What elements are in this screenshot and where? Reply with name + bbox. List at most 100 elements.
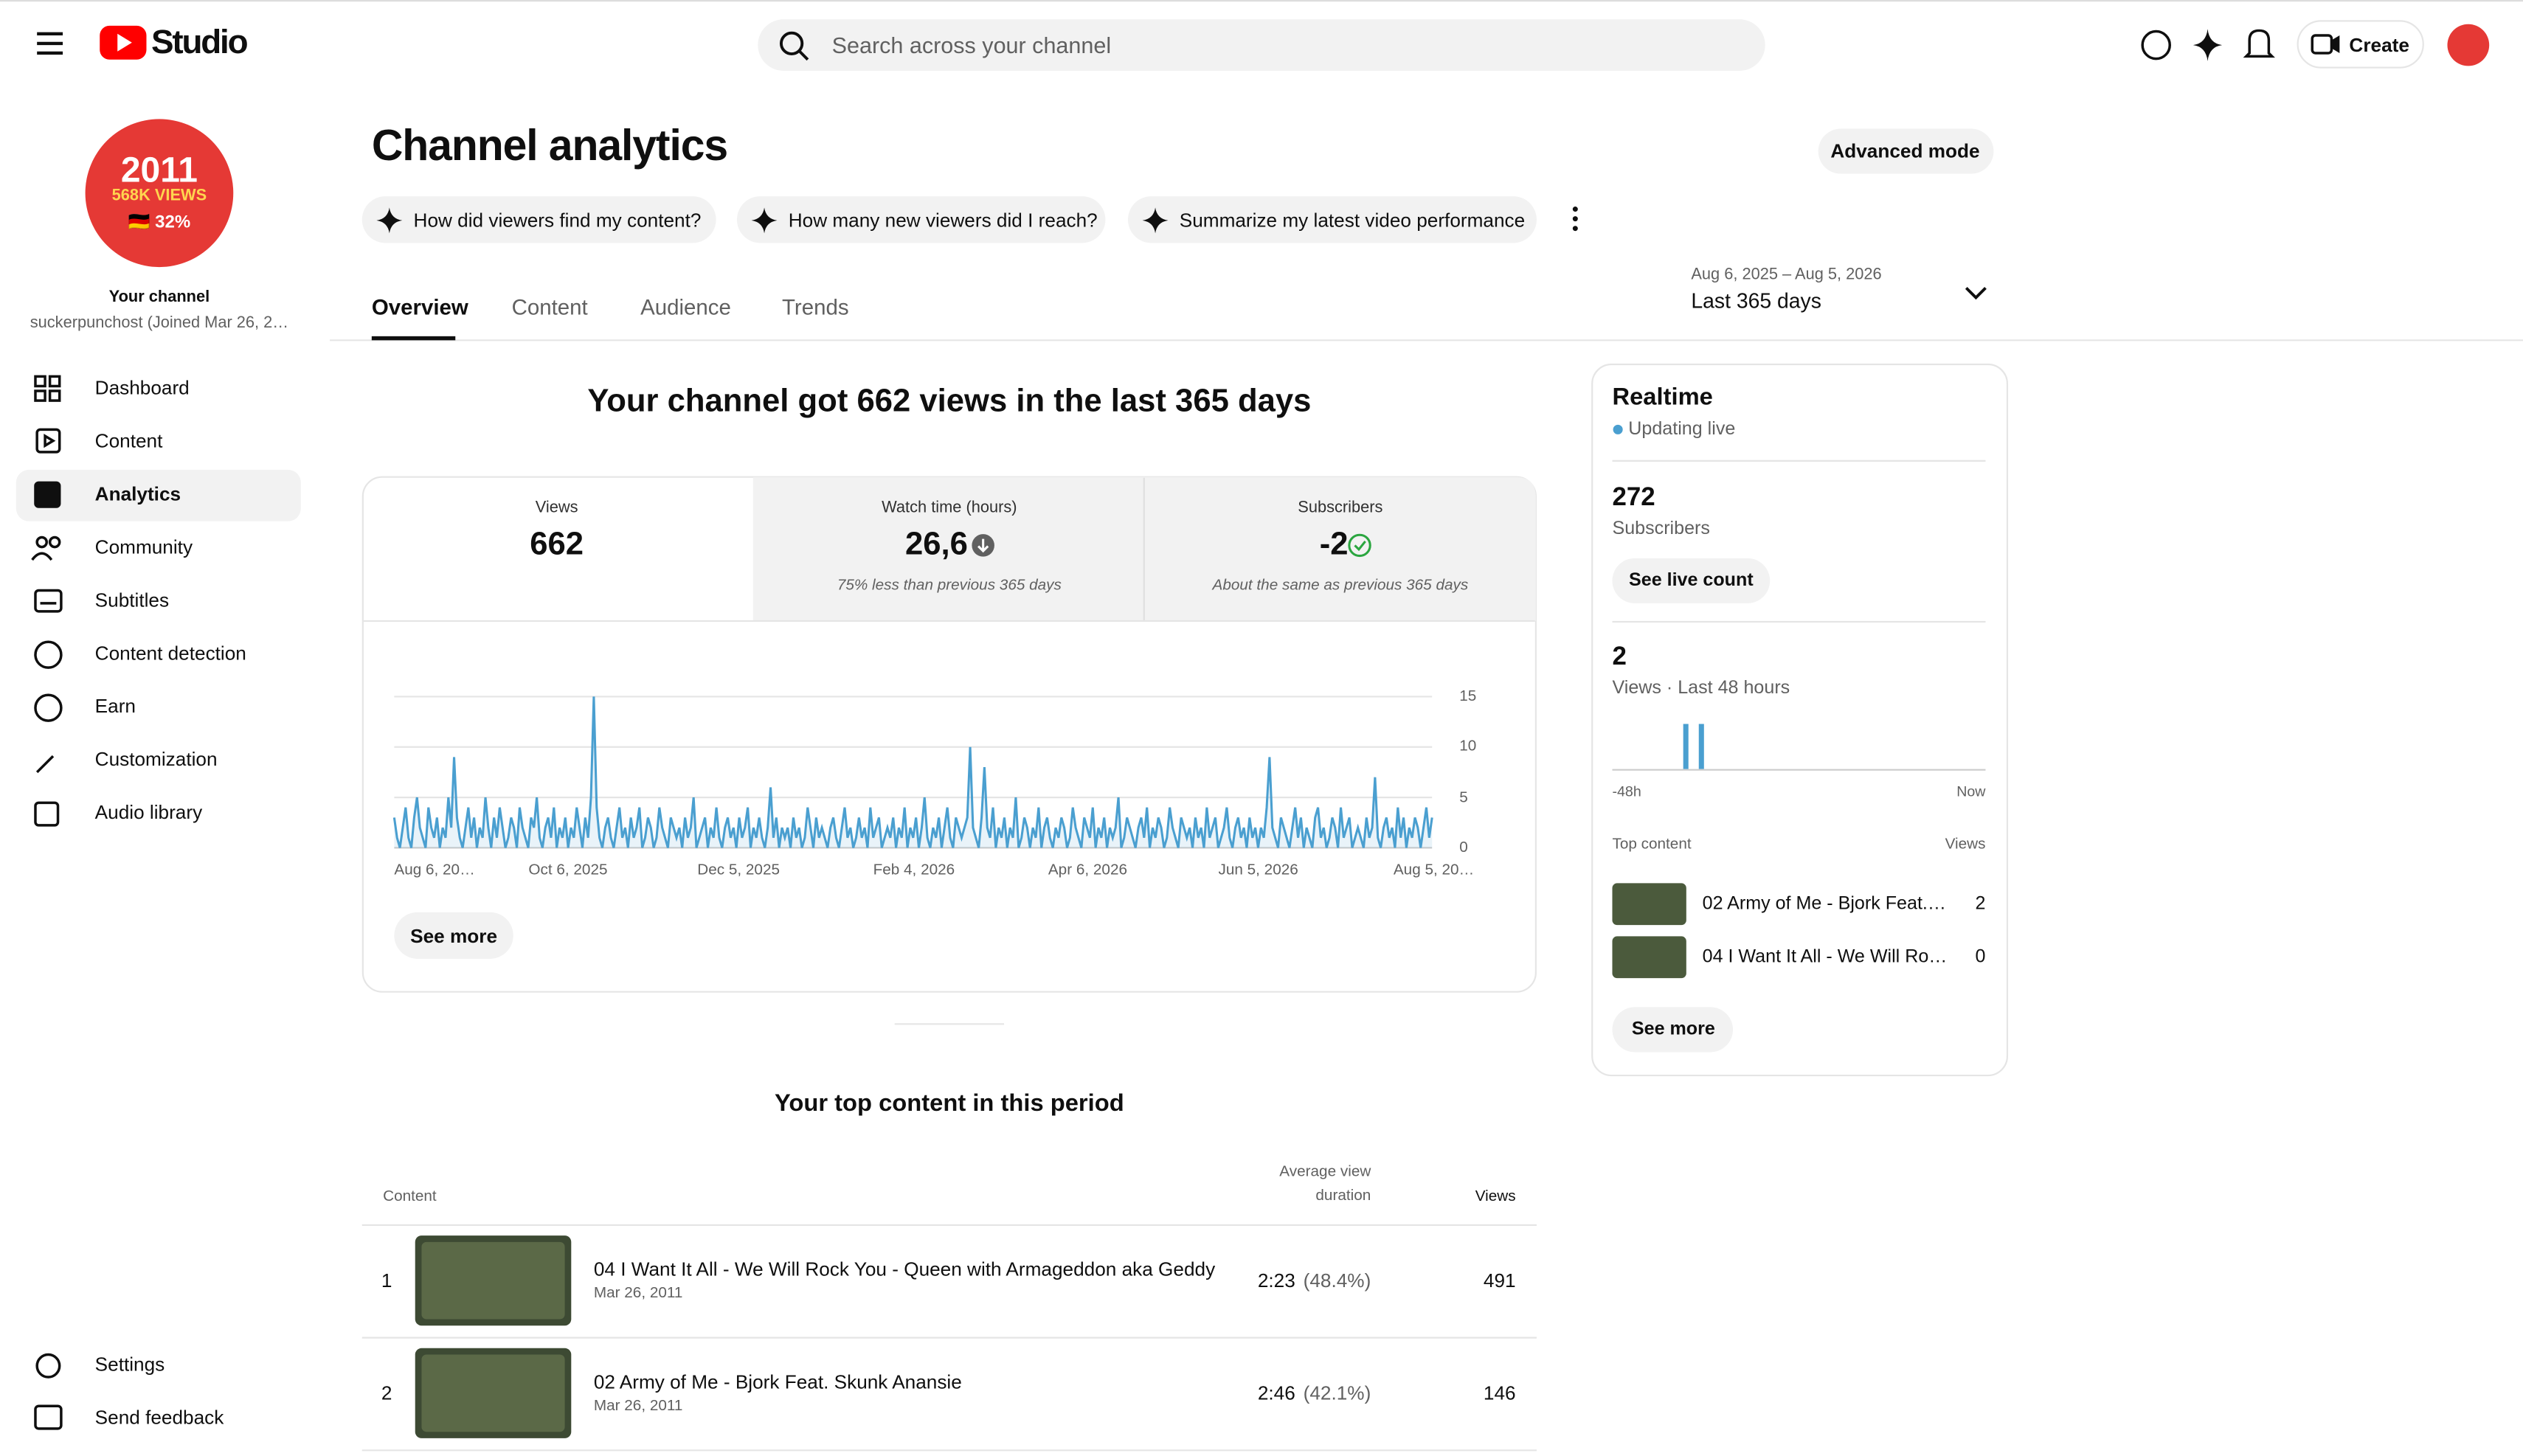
tab[interactable]: Overview bbox=[371, 295, 468, 319]
realtime-title: Realtime bbox=[1612, 384, 1713, 412]
y-tick-label: 0 bbox=[1459, 839, 1468, 857]
metric-label[interactable]: Watch time (hours) bbox=[882, 499, 1017, 518]
nav-item[interactable]: Community bbox=[94, 535, 193, 558]
bar bbox=[1698, 724, 1704, 769]
account-avatar[interactable] bbox=[2447, 24, 2490, 66]
realtime-see-more-button[interactable] bbox=[1612, 1007, 1734, 1053]
live-count-label[interactable]: See live count bbox=[1629, 571, 1754, 591]
bar bbox=[1683, 724, 1689, 769]
tab[interactable]: Trends bbox=[782, 295, 849, 319]
nav-item[interactable]: Audio library bbox=[94, 801, 203, 824]
thumbnail-art bbox=[421, 1241, 565, 1320]
advanced-mode-label[interactable]: Advanced mode bbox=[1830, 139, 1980, 163]
nav-item[interactable]: Subtitles bbox=[94, 589, 170, 611]
column-header: Average view duration bbox=[1279, 1162, 1371, 1205]
avatar-text: 2011 bbox=[120, 149, 198, 190]
item-title[interactable]: 04 I Want It All - We Will Ro… bbox=[1702, 947, 1948, 967]
item-title[interactable]: 02 Army of Me - Bjork Feat.… bbox=[1702, 894, 1946, 914]
nav-item[interactable]: Dashboard bbox=[94, 376, 190, 399]
x-tick-label: Dec 5, 2025 bbox=[697, 861, 781, 879]
date-range[interactable]: Aug 6, 2025 – Aug 5, 2026 bbox=[1691, 266, 1882, 284]
realtime-status: Updating live bbox=[1628, 420, 1736, 440]
y-tick-label: 5 bbox=[1459, 788, 1468, 807]
tab-underline bbox=[371, 336, 456, 341]
spark-icon[interactable] bbox=[2193, 29, 2223, 61]
metric-value[interactable]: -2 bbox=[1319, 527, 1349, 563]
help-icon[interactable] bbox=[2141, 30, 2171, 60]
subscriber-label: Subscribers bbox=[1612, 519, 1710, 539]
search-icon bbox=[779, 31, 804, 56]
column-header: Content bbox=[383, 1188, 437, 1206]
top-border bbox=[0, 0, 2523, 2]
suggestion-chip[interactable] bbox=[1127, 196, 1537, 243]
duration-percent: (42.1%) bbox=[1303, 1382, 1371, 1405]
video-title[interactable]: 02 Army of Me - Bjork Feat. Skunk Anansi… bbox=[593, 1370, 962, 1393]
nav-item[interactable]: Content bbox=[94, 429, 163, 452]
see-more-label[interactable]: See more bbox=[410, 925, 498, 948]
top-content-label: Top content bbox=[1612, 836, 1692, 854]
suggestion-chip[interactable] bbox=[361, 196, 716, 243]
nav-item[interactable]: Content detection bbox=[94, 642, 246, 665]
date-range-label[interactable]: Last 365 days bbox=[1691, 288, 1821, 313]
thumbnail-art bbox=[421, 1354, 565, 1432]
duration-percent: (48.4%) bbox=[1303, 1269, 1371, 1292]
search-placeholder[interactable]: Search across your channel bbox=[831, 32, 1112, 58]
advanced-mode-button[interactable] bbox=[1818, 128, 1994, 174]
x-tick-label: Jun 5, 2026 bbox=[1218, 861, 1298, 879]
x-tick-label: Aug 5, 20… bbox=[1393, 861, 1475, 879]
video-date: Mar 26, 2011 bbox=[593, 1397, 683, 1415]
nav-item[interactable]: Customization bbox=[94, 748, 218, 771]
channel-avatar[interactable] bbox=[85, 119, 234, 268]
nav-item[interactable]: Settings bbox=[94, 1353, 165, 1376]
live-count-button[interactable] bbox=[1612, 558, 1771, 603]
video-title[interactable]: 04 I Want It All - We Will Rock You - Qu… bbox=[593, 1258, 1216, 1281]
x-tick-label: Aug 6, 20… bbox=[394, 861, 475, 879]
date-chevron[interactable] bbox=[1965, 287, 1987, 300]
line bbox=[392, 696, 1433, 848]
menu-icon[interactable] bbox=[37, 32, 63, 55]
duration: 2:46 bbox=[1257, 1382, 1295, 1405]
x-tick-label: Now bbox=[1956, 783, 1986, 800]
see-more-label[interactable]: See more bbox=[1631, 1019, 1715, 1040]
subscriber-count: 272 bbox=[1612, 484, 1655, 512]
suggestion-label[interactable]: Summarize my latest video performance bbox=[1179, 209, 1526, 232]
y-tick-label: 15 bbox=[1459, 687, 1477, 706]
nav-item[interactable]: Analytics bbox=[94, 482, 181, 505]
tab[interactable]: Content bbox=[511, 295, 588, 319]
views: 491 bbox=[1483, 1269, 1516, 1292]
nav-item[interactable]: Earn bbox=[94, 695, 136, 718]
thumbnail[interactable] bbox=[1612, 936, 1686, 979]
metric-label[interactable]: Subscribers bbox=[1298, 499, 1383, 518]
page-title: Channel analytics bbox=[371, 121, 728, 170]
duration: 2:23 bbox=[1257, 1269, 1295, 1292]
suggestion-label[interactable]: How did viewers find my content? bbox=[413, 209, 702, 232]
nav-icons bbox=[31, 375, 63, 1430]
realtime-card bbox=[1591, 363, 2009, 1077]
logo-play bbox=[117, 33, 132, 52]
views: 146 bbox=[1483, 1382, 1516, 1405]
thumbnail[interactable] bbox=[1612, 883, 1686, 926]
metric-label[interactable]: Views bbox=[535, 499, 578, 518]
avatar-text: 568K VIEWS bbox=[111, 187, 207, 206]
nav-active-bg bbox=[15, 469, 301, 521]
search-box[interactable] bbox=[758, 19, 1765, 71]
suggestion-label[interactable]: How many new viewers did I reach? bbox=[788, 209, 1098, 232]
metric-value[interactable]: 662 bbox=[530, 527, 584, 563]
spark bbox=[376, 207, 403, 234]
brand: Studio bbox=[151, 24, 249, 61]
metric-value[interactable]: 26,6 bbox=[904, 527, 968, 563]
rank: 1 bbox=[381, 1269, 392, 1292]
views-label: Views · Last 48 hours bbox=[1612, 679, 1790, 698]
avatar-text: 🇩🇪 32% bbox=[128, 212, 191, 233]
spark bbox=[751, 207, 778, 234]
bell-icon[interactable] bbox=[2243, 29, 2275, 58]
nav-item[interactable]: Send feedback bbox=[94, 1406, 224, 1429]
suggestion-chip[interactable] bbox=[736, 196, 1106, 243]
create-label[interactable]: Create bbox=[2349, 33, 2409, 57]
create-button[interactable] bbox=[2297, 20, 2424, 69]
see-more-button[interactable] bbox=[394, 912, 513, 959]
tab[interactable]: Audience bbox=[640, 295, 731, 319]
